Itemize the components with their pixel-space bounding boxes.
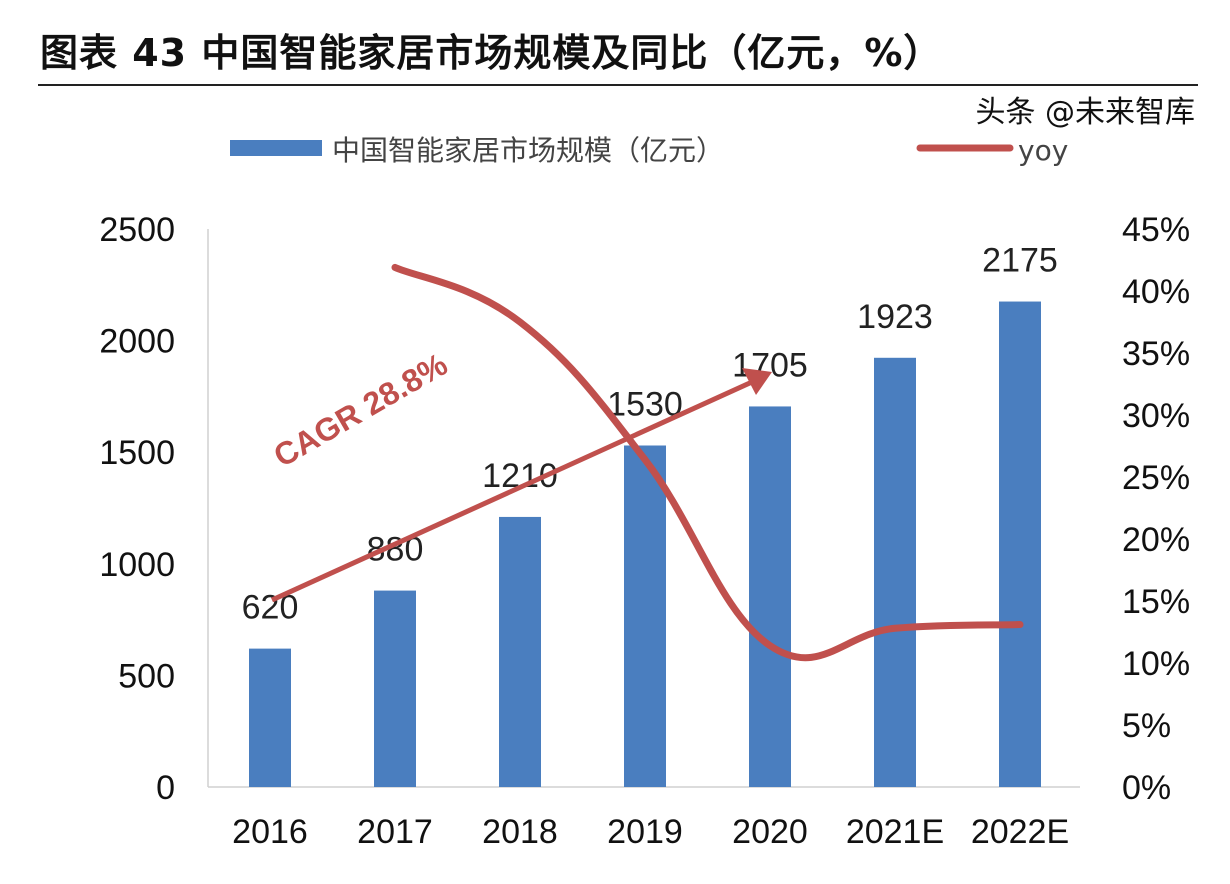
bar xyxy=(249,648,291,787)
left-tick-label: 2000 xyxy=(99,323,175,361)
right-tick-label: 20% xyxy=(1122,521,1190,559)
data-label: 1705 xyxy=(732,346,808,384)
cagr-arrow-head xyxy=(742,368,772,395)
x-tick-label: 2021E xyxy=(846,813,944,851)
left-tick-label: 2500 xyxy=(99,211,175,249)
left-tick-label: 500 xyxy=(118,657,175,695)
right-tick-label: 40% xyxy=(1122,273,1190,311)
bar xyxy=(624,445,666,787)
bar xyxy=(874,357,916,787)
right-tick-label: 15% xyxy=(1122,583,1190,621)
figure-title: 图表 43 中国智能家居市场规模及同比（亿元，%） xyxy=(40,31,943,75)
x-tick-label: 2022E xyxy=(971,813,1069,851)
right-tick-label: 25% xyxy=(1122,459,1190,497)
right-tick-label: 45% xyxy=(1122,211,1190,249)
yoy-line xyxy=(391,263,1024,662)
x-tick-label: 2016 xyxy=(232,813,308,851)
cagr-arrow-shaft xyxy=(270,379,754,603)
right-tick-label: 30% xyxy=(1122,397,1190,435)
bar xyxy=(749,406,791,787)
bar xyxy=(499,516,541,787)
cagr-annotation: CAGR 28.8% xyxy=(268,346,454,474)
x-tick-label: 2019 xyxy=(607,813,683,851)
right-tick-label: 5% xyxy=(1122,707,1171,745)
title-divider xyxy=(38,84,1198,86)
legend-line-label: yoy xyxy=(1018,134,1068,167)
left-tick-label: 1000 xyxy=(99,546,175,584)
right-tick-label: 10% xyxy=(1122,645,1190,683)
watermark: 头条 @未来智库 xyxy=(975,95,1195,130)
x-tick-label: 2020 xyxy=(732,813,808,851)
left-tick-label: 0 xyxy=(156,769,175,807)
x-tick-label: 2018 xyxy=(482,813,558,851)
bar xyxy=(999,301,1041,787)
right-tick-label: 0% xyxy=(1122,769,1171,807)
right-tick-label: 35% xyxy=(1122,335,1190,373)
left-tick-label: 1500 xyxy=(99,434,175,472)
data-label: 2175 xyxy=(982,242,1058,280)
x-tick-label: 2017 xyxy=(357,813,433,851)
data-label: 1923 xyxy=(857,298,933,336)
bar xyxy=(374,590,416,787)
legend-bar-swatch xyxy=(230,140,322,156)
legend-bar-label: 中国智能家居市场规模（亿元） xyxy=(332,134,724,167)
